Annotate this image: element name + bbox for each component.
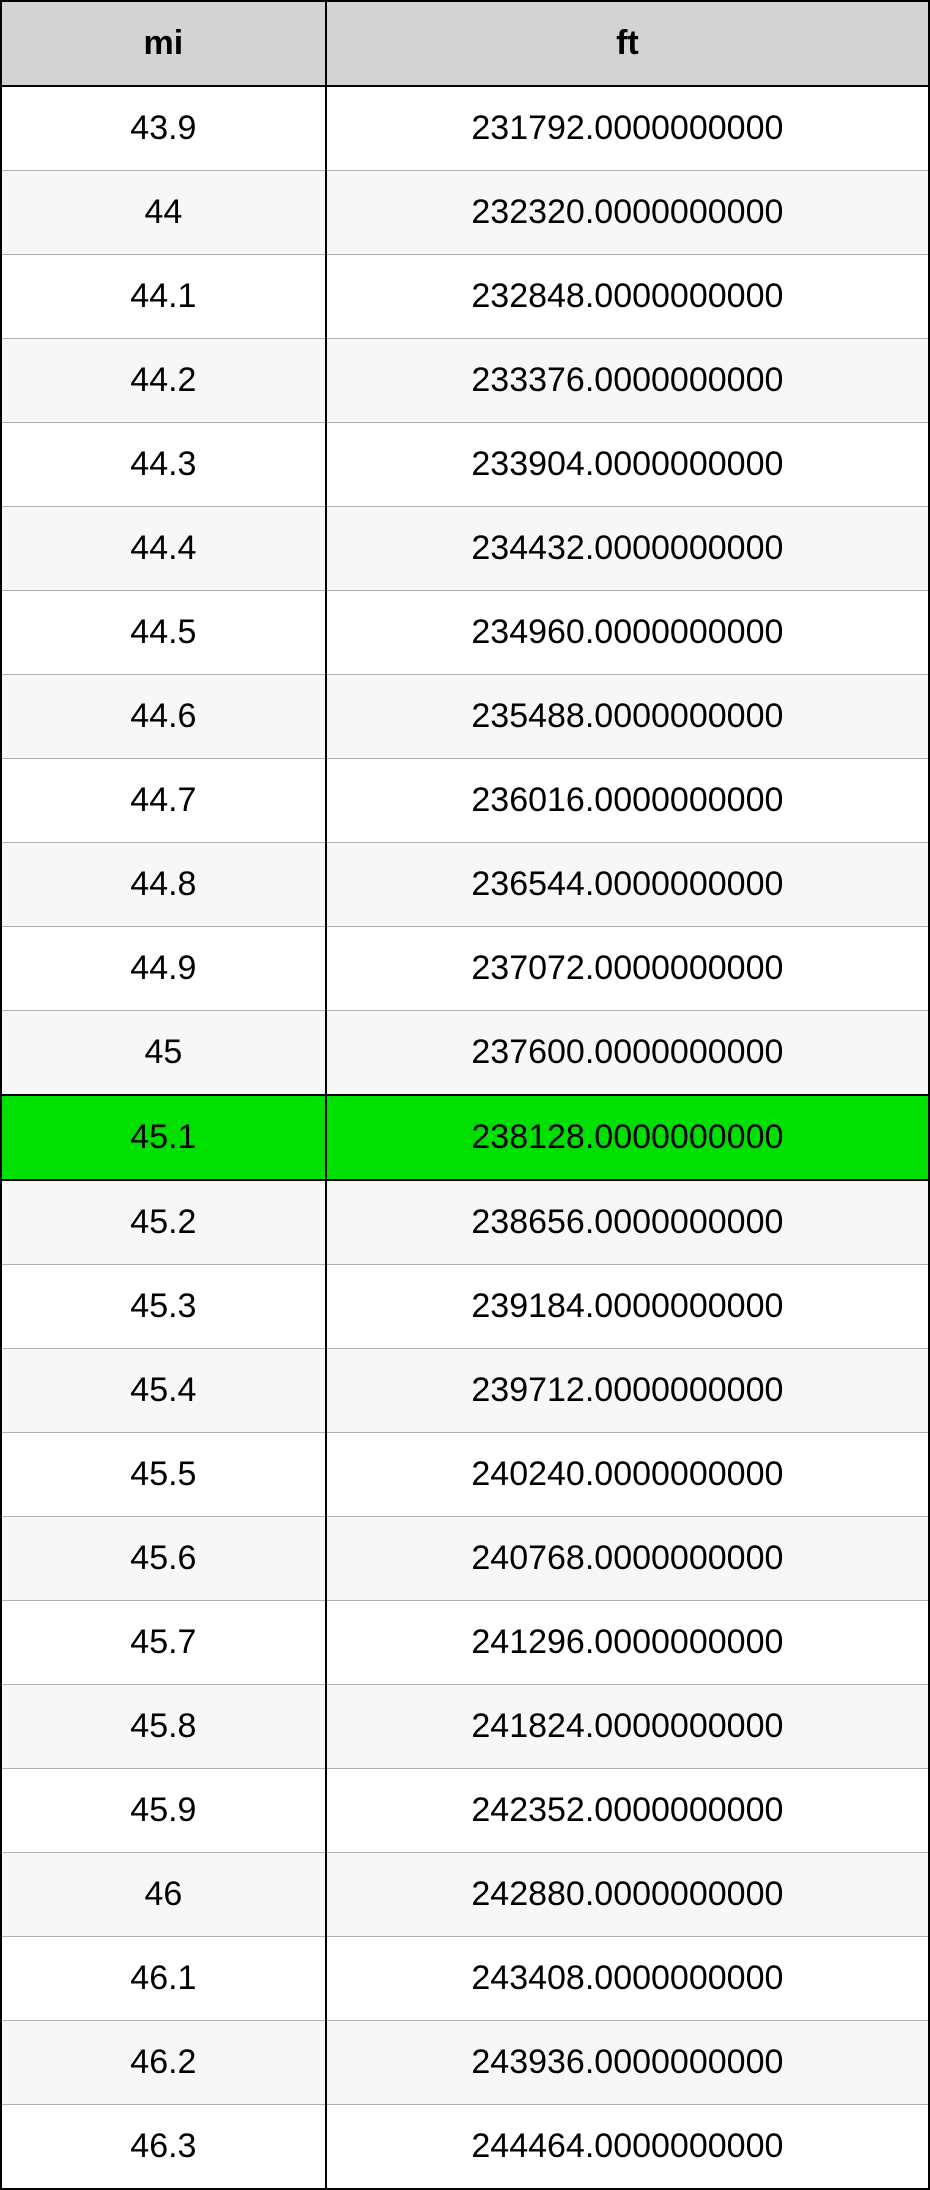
cell-mi: 46.2 [1,2021,326,2105]
table-row: 45237600.0000000000 [1,1011,929,1096]
cell-ft: 241824.0000000000 [326,1685,929,1769]
cell-ft: 240768.0000000000 [326,1517,929,1601]
cell-mi: 44.5 [1,591,326,675]
cell-ft: 240240.0000000000 [326,1433,929,1517]
table-header-row: mi ft [1,1,929,86]
cell-mi: 45.1 [1,1095,326,1180]
table-row: 43.9231792.0000000000 [1,86,929,171]
cell-ft: 243408.0000000000 [326,1937,929,2021]
cell-ft: 236016.0000000000 [326,759,929,843]
table-row: 45.2238656.0000000000 [1,1180,929,1265]
cell-mi: 45.7 [1,1601,326,1685]
cell-mi: 44.8 [1,843,326,927]
table-row: 44.3233904.0000000000 [1,423,929,507]
table-row: 44.2233376.0000000000 [1,339,929,423]
cell-ft: 239712.0000000000 [326,1349,929,1433]
cell-ft: 232848.0000000000 [326,255,929,339]
table-row: 45.7241296.0000000000 [1,1601,929,1685]
cell-ft: 233904.0000000000 [326,423,929,507]
table-row: 46.1243408.0000000000 [1,1937,929,2021]
table-row: 44.5234960.0000000000 [1,591,929,675]
cell-mi: 44.6 [1,675,326,759]
cell-ft: 242880.0000000000 [326,1853,929,1937]
cell-ft: 237600.0000000000 [326,1011,929,1096]
table-row: 44.6235488.0000000000 [1,675,929,759]
table-row: 45.9242352.0000000000 [1,1769,929,1853]
cell-ft: 238656.0000000000 [326,1180,929,1265]
cell-ft: 242352.0000000000 [326,1769,929,1853]
cell-mi: 46.1 [1,1937,326,2021]
table-row: 45.3239184.0000000000 [1,1265,929,1349]
conversion-table: mi ft 43.9231792.000000000044232320.0000… [0,0,930,2190]
cell-mi: 44.1 [1,255,326,339]
table-row: 45.8241824.0000000000 [1,1685,929,1769]
cell-ft: 233376.0000000000 [326,339,929,423]
table-row: 45.1238128.0000000000 [1,1095,929,1180]
cell-mi: 44.4 [1,507,326,591]
cell-mi: 44.7 [1,759,326,843]
cell-mi: 45.8 [1,1685,326,1769]
cell-ft: 237072.0000000000 [326,927,929,1011]
cell-ft: 238128.0000000000 [326,1095,929,1180]
cell-ft: 231792.0000000000 [326,86,929,171]
cell-ft: 241296.0000000000 [326,1601,929,1685]
column-header-mi: mi [1,1,326,86]
cell-ft: 232320.0000000000 [326,171,929,255]
cell-mi: 45.9 [1,1769,326,1853]
table-row: 45.6240768.0000000000 [1,1517,929,1601]
table-row: 46.3244464.0000000000 [1,2105,929,2190]
cell-ft: 235488.0000000000 [326,675,929,759]
cell-mi: 44.3 [1,423,326,507]
cell-mi: 45 [1,1011,326,1096]
cell-mi: 44 [1,171,326,255]
table-row: 46.2243936.0000000000 [1,2021,929,2105]
cell-ft: 244464.0000000000 [326,2105,929,2190]
cell-mi: 45.4 [1,1349,326,1433]
cell-ft: 239184.0000000000 [326,1265,929,1349]
table-row: 44.9237072.0000000000 [1,927,929,1011]
cell-mi: 45.6 [1,1517,326,1601]
cell-mi: 46.3 [1,2105,326,2190]
cell-mi: 45.5 [1,1433,326,1517]
table-row: 44.1232848.0000000000 [1,255,929,339]
table-row: 44.4234432.0000000000 [1,507,929,591]
table-row: 44.8236544.0000000000 [1,843,929,927]
table-row: 46242880.0000000000 [1,1853,929,1937]
cell-mi: 46 [1,1853,326,1937]
cell-ft: 234432.0000000000 [326,507,929,591]
table-row: 45.5240240.0000000000 [1,1433,929,1517]
column-header-ft: ft [326,1,929,86]
table-row: 45.4239712.0000000000 [1,1349,929,1433]
cell-ft: 243936.0000000000 [326,2021,929,2105]
cell-mi: 44.9 [1,927,326,1011]
table-row: 44232320.0000000000 [1,171,929,255]
table-row: 44.7236016.0000000000 [1,759,929,843]
cell-mi: 45.3 [1,1265,326,1349]
cell-mi: 44.2 [1,339,326,423]
cell-mi: 45.2 [1,1180,326,1265]
cell-ft: 234960.0000000000 [326,591,929,675]
cell-ft: 236544.0000000000 [326,843,929,927]
cell-mi: 43.9 [1,86,326,171]
